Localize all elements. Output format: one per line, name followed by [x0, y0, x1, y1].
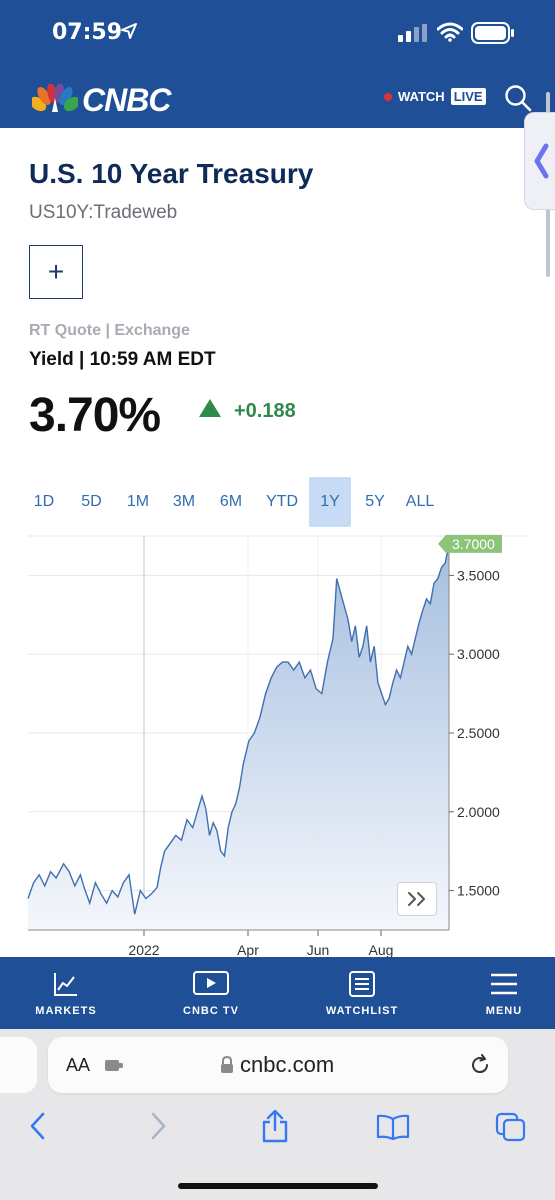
- signal-icon: [398, 24, 427, 42]
- location-icon: [121, 23, 137, 39]
- site-header: CNBC WATCH LIVE: [0, 68, 555, 128]
- time-range-tabs: 1D 5D 1M 3M 6M YTD 1Y 5Y ALL: [24, 477, 454, 527]
- chevron-left-icon: [534, 143, 549, 179]
- range-tab-5d[interactable]: 5D: [81, 493, 102, 510]
- url-text: cnbc.com: [240, 1052, 335, 1077]
- quote-value: 3.70%: [29, 389, 161, 442]
- chart-line: [27, 543, 450, 915]
- add-to-watchlist-button[interactable]: +: [29, 245, 83, 299]
- nav-cnbc-tv-label: CNBC TV: [183, 1005, 239, 1017]
- up-arrow-icon: [199, 399, 221, 417]
- nav-menu-label: MENU: [485, 1005, 523, 1017]
- browser-chrome: AA cnbc.com: [0, 1029, 555, 1200]
- range-tab-6m[interactable]: 6M: [219, 493, 243, 510]
- x-tick-label: Aug: [369, 942, 394, 958]
- y-tick-label: 1.5000: [457, 883, 500, 899]
- play-icon: [193, 971, 229, 995]
- search-icon[interactable]: [504, 84, 532, 112]
- address-bar[interactable]: AA cnbc.com: [48, 1037, 508, 1093]
- share-icon[interactable]: [261, 1109, 289, 1143]
- expand-chart-button[interactable]: [397, 882, 437, 916]
- nav-markets[interactable]: MARKETS: [11, 971, 121, 1017]
- range-tab-ytd[interactable]: YTD: [266, 493, 298, 510]
- watch-live-button[interactable]: WATCH LIVE: [384, 88, 486, 105]
- status-time: 07:59: [52, 20, 123, 45]
- live-dot-icon: [384, 92, 392, 101]
- forward-icon[interactable]: [148, 1111, 168, 1141]
- bookmarks-icon[interactable]: [376, 1114, 410, 1140]
- hamburger-icon: [491, 973, 517, 995]
- watch-label: WATCH: [398, 89, 445, 104]
- x-tick-label: Jun: [307, 942, 330, 958]
- tabs-icon[interactable]: [495, 1112, 527, 1142]
- reader-options-button[interactable]: AA: [66, 1055, 91, 1075]
- y-tick-label: 2.5000: [457, 725, 500, 741]
- last-value-text: 3.7000: [452, 536, 495, 552]
- nav-menu[interactable]: MENU: [449, 971, 555, 1017]
- x-tick-label: 2022: [128, 942, 159, 958]
- quote-source: RT Quote | Exchange: [29, 322, 190, 339]
- range-tab-all[interactable]: ALL: [405, 493, 435, 510]
- lock-icon: [221, 1056, 233, 1073]
- previous-tab[interactable]: [0, 1037, 37, 1093]
- y-tick-label: 3.5000: [457, 567, 500, 583]
- list-icon: [349, 971, 375, 997]
- quote-time: Yield | 10:59 AM EDT: [29, 349, 216, 370]
- chart-area: [28, 543, 449, 930]
- bottom-navigation: MARKETS CNBC TV WATCHLIST MENU: [0, 957, 555, 1029]
- extension-icon[interactable]: [104, 1057, 124, 1073]
- last-value-label: [438, 534, 502, 553]
- nav-markets-label: MARKETS: [35, 1005, 97, 1017]
- quote-change: +0.188: [234, 400, 296, 422]
- x-tick-label: Apr: [237, 942, 259, 958]
- battery-icon: [471, 22, 514, 44]
- range-tab-3m[interactable]: 3M: [172, 493, 196, 510]
- wifi-icon: [437, 22, 463, 42]
- quote-symbol: US10Y:Tradeweb: [29, 202, 178, 223]
- nav-cnbc-tv[interactable]: CNBC TV: [156, 971, 266, 1017]
- back-icon[interactable]: [28, 1111, 48, 1141]
- range-tab-5y[interactable]: 5Y: [365, 493, 385, 510]
- live-label: LIVE: [450, 88, 486, 105]
- yield-chart[interactable]: 1.5000 2.0000 2.5000 3.0000 3.5000 2022 Apr Jun…: [0, 530, 555, 960]
- range-tab-1y[interactable]: 1Y: [309, 477, 351, 527]
- y-tick-label: 2.0000: [457, 804, 500, 820]
- chart-icon: [54, 973, 77, 996]
- side-panel-tab[interactable]: [524, 112, 555, 210]
- home-indicator: [178, 1183, 378, 1189]
- nav-watchlist-label: WATCHLIST: [325, 1005, 399, 1017]
- brand-wordmark[interactable]: CNBC: [82, 82, 171, 118]
- peacock-logo-icon[interactable]: [32, 84, 78, 114]
- status-bar: 07:59: [0, 0, 555, 68]
- y-tick-label: 3.0000: [457, 646, 500, 662]
- reload-icon[interactable]: [469, 1054, 491, 1076]
- range-tab-1m[interactable]: 1M: [126, 493, 150, 510]
- range-tab-1d[interactable]: 1D: [33, 493, 55, 510]
- chart-svg: 1.5000 2.0000 2.5000 3.0000 3.5000 2022 Apr Jun…: [27, 534, 527, 958]
- page-title: U.S. 10 Year Treasury: [29, 158, 314, 189]
- double-chevron-right-icon: [408, 892, 425, 906]
- nav-watchlist[interactable]: WATCHLIST: [307, 971, 417, 1017]
